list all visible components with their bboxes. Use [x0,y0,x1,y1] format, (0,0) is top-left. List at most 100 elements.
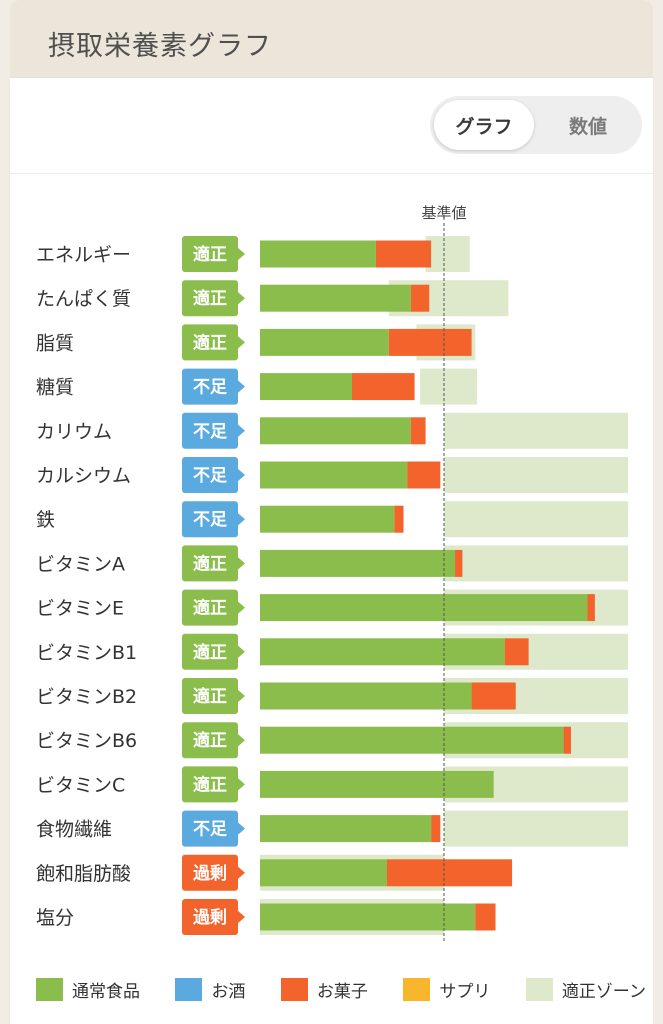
bar-segment [260,726,564,754]
zone-band [444,545,628,582]
legend-label: お酒 [211,981,246,1002]
legend-label: お菓子 [316,981,368,1002]
status-badge-arrow [237,556,245,571]
bar-segment [410,284,430,312]
status-badge-label: 適正 [193,774,227,795]
zone-band [444,810,628,847]
status-badge [182,412,238,449]
bar-segment [260,505,395,533]
legend-item-normal-food: 通常食品 [36,977,140,1002]
bar-segment [260,770,494,798]
legend: 通常食品 お酒 お菓子 サプリ 適正ゾーン [36,974,646,1004]
status-badge [182,457,238,493]
category-label: ビタミンB1 [36,642,137,664]
status-badge-label: 適正 [193,332,227,353]
status-badge [182,324,238,361]
page-title: 摂取栄養素グラフ [48,31,272,62]
category-label: ビタミンC [36,774,125,796]
category-label: 鉄 [36,509,55,531]
bar-segment [260,859,387,887]
legend-item-supplement: サプリ [403,977,490,1002]
category-label: カリウム [36,421,112,443]
status-badge-arrow [237,821,245,836]
status-badge-label: 適正 [193,598,227,619]
status-badge [182,501,238,538]
status-badge [182,766,238,803]
status-badge-arrow [237,733,245,748]
graph-view-button[interactable]: グラフ [434,100,534,150]
bar-segment [352,373,415,401]
category-label: ビタミンA [36,553,125,575]
bar-segment [260,682,472,710]
status-badge-label: 不足 [193,422,227,442]
category-label: エネルギー [36,244,131,266]
status-badge-arrow [237,423,245,438]
legend-item-zone: 適正ゾーン [525,977,646,1002]
zone-band [420,368,478,405]
value-view-button[interactable]: 数値 [568,115,607,138]
view-toggle[interactable]: グラフ 数値 [430,96,642,154]
category-label: 飽和脂肪酸 [36,863,131,885]
status-badge-label: 適正 [193,244,227,265]
reference-label: 基準値 [421,204,466,222]
bar-segment [260,240,376,268]
status-badge-label: 適正 [193,288,227,309]
bar-segment [587,594,595,622]
status-badge [182,368,238,405]
status-badge-arrow [237,865,245,880]
status-badge-label: 適正 [193,553,227,574]
bar-segment [260,549,456,577]
bar-segment [260,417,411,445]
bar-segment [504,638,529,666]
legend-swatch-alcohol [175,977,203,1001]
status-badge-arrow [237,468,245,482]
legend-label: サプリ [439,981,491,1002]
bar-segment [455,549,463,577]
bar-segment [375,240,432,268]
category-label: ビタミンB2 [36,686,137,708]
bar-segment [410,417,426,445]
status-badge-label: 適正 [193,686,227,707]
bar-segment [260,373,352,401]
header: 摂取栄養素グラフ [10,0,653,78]
bar-segment [260,594,588,622]
legend-swatch-snacks [280,977,308,1001]
status-badge-label: 適正 [193,642,227,663]
bar-segment [394,505,404,533]
legend-label: 通常食品 [72,981,140,1002]
bar-segment [386,859,513,887]
legend-item-alcohol: お酒 [175,977,245,1002]
category-label: 食物繊維 [36,819,112,841]
category-label: ビタミンE [36,598,124,620]
legend-label: 適正ゾーン [561,981,646,1002]
status-badge-label: 不足 [193,378,227,398]
status-badge [182,722,238,759]
status-badge-label: 適正 [193,730,227,751]
bar-segment [260,815,432,843]
category-label: 脂質 [36,332,74,354]
zone-band [425,236,470,272]
bar-segment [260,461,408,489]
status-badge-arrow [237,512,245,527]
bar-segment [260,284,411,312]
status-badge-arrow [237,247,245,261]
bar-segment [431,815,441,843]
category-label: ビタミンB6 [36,730,137,752]
status-badge-arrow [237,600,245,615]
status-badge [182,589,238,626]
legend-swatch-normal-food [36,977,63,1001]
legend-swatch-supplement [403,977,431,1001]
status-badge [182,678,238,714]
status-badge-arrow [237,379,245,394]
bar-segment [260,328,389,356]
status-badge-arrow [237,777,245,792]
bar-segment [260,903,476,931]
status-badge [182,854,238,891]
category-label: 糖質 [36,377,74,399]
divider [10,173,653,174]
bar-segment [260,638,505,666]
category-label: 塩分 [36,907,74,929]
status-badge-label: 不足 [193,466,227,486]
chart-card: グラフ 数値 エネルギー 適正 たんぱく質 適正 脂質 適正 糖質 不足 カリウム 不足 カルシウム… [10,78,653,1024]
